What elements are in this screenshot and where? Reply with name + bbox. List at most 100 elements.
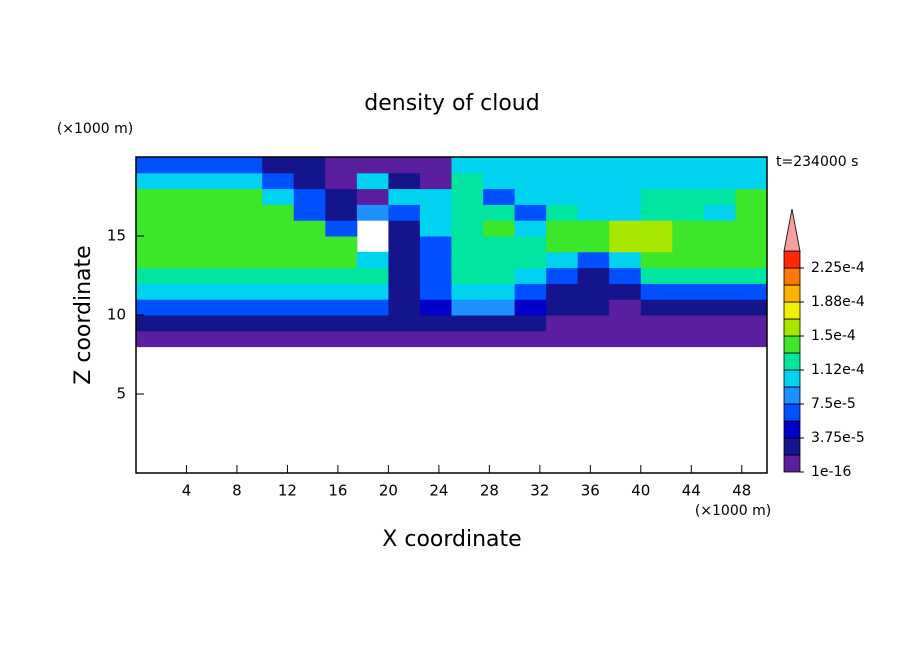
contour-cell [293,157,326,174]
contour-cell [356,267,389,284]
contour-cell [483,330,516,348]
contour-cell [451,299,484,316]
contour-cell [230,172,263,190]
contour-cell [388,204,421,221]
contour-cell [609,299,642,316]
contour-cell [514,204,547,221]
contour-cell [230,330,263,348]
contour-cell [356,172,389,190]
colorbar-band [783,250,801,269]
contour-cell [609,188,642,205]
contour-cell [262,299,295,316]
colorbar-label: 1.88e-4 [811,294,865,310]
contour-cell [325,251,358,269]
contour-cell [199,172,232,190]
contour-cell [199,220,232,237]
contour-cell [230,157,263,174]
contour-cell [672,315,705,332]
contour-cell [640,204,673,221]
contour-cell [703,220,736,237]
contour-cell [451,157,484,174]
contour-cell [735,220,768,237]
contour-cell [167,204,200,221]
contour-cell [640,315,673,332]
contour-cell [577,315,610,332]
contour-cell [577,236,610,253]
contour-cell [546,157,579,174]
x-tick-label: 28 [480,482,499,500]
colorbar-band [783,437,801,456]
contour-cell [577,267,610,284]
contour-cell [325,172,358,190]
contour-cell [419,220,452,237]
contour-cell [672,330,705,348]
contour-cell [388,236,421,253]
contour-cell [703,315,736,332]
contour-cell [136,204,169,221]
contour-cell [514,188,547,205]
contour-cell [356,188,389,205]
contour-cell [293,204,326,221]
contour-cell [451,315,484,332]
contour-cell [199,236,232,253]
contour-cell [388,188,421,205]
contour-cell [356,251,389,269]
x-tick-label: 48 [732,482,751,500]
colorbar-band [783,284,801,303]
contour-cell [356,283,389,300]
colorbar-band [783,369,801,388]
contour-cell [325,299,358,316]
contour-cell [735,188,768,205]
contour-cell [546,283,579,300]
contour-cell [672,251,705,269]
contour-cell [609,283,642,300]
contour-cell [640,283,673,300]
contour-cell [703,188,736,205]
contour-cell [388,330,421,348]
contour-cell [703,236,736,253]
contour-cell [640,172,673,190]
contour-cell [136,299,169,316]
contour-cell [167,172,200,190]
contour-cell [167,236,200,253]
contour-cell [325,204,358,221]
contour-cell [167,283,200,300]
contour-cell [546,267,579,284]
contour-cell [419,204,452,221]
contour-cell [199,299,232,316]
contour-cell [514,283,547,300]
contour-cell [419,172,452,190]
contour-cell [640,251,673,269]
contour-cell [672,267,705,284]
time-annotation: t=234000 s [776,154,858,170]
contour-cell [199,188,232,205]
contour-cell [230,220,263,237]
contour-cell [230,251,263,269]
contour-cell [136,251,169,269]
contour-cell [136,315,169,332]
contour-cell [136,172,169,190]
x-tick-label: 16 [328,482,347,500]
contour-cell [451,188,484,205]
contour-cell [451,220,484,237]
contour-cell [640,299,673,316]
contour-cell [388,267,421,284]
contour-cell [483,299,516,316]
contour-cell [451,172,484,190]
contour-cell [514,251,547,269]
contour-cell [703,267,736,284]
contour-cell [672,188,705,205]
contour-cell [357,236,389,252]
contour-cell [167,251,200,269]
contour-cell [293,251,326,269]
contour-cell [325,283,358,300]
contour-cell [262,283,295,300]
contour-cell [293,330,326,348]
contour-cell [199,330,232,348]
contour-cell [546,172,579,190]
contour-cell [136,283,169,300]
contour-cell [136,188,169,205]
contour-cell [419,315,452,332]
contour-cell [419,157,452,174]
contour-cell [230,267,263,284]
